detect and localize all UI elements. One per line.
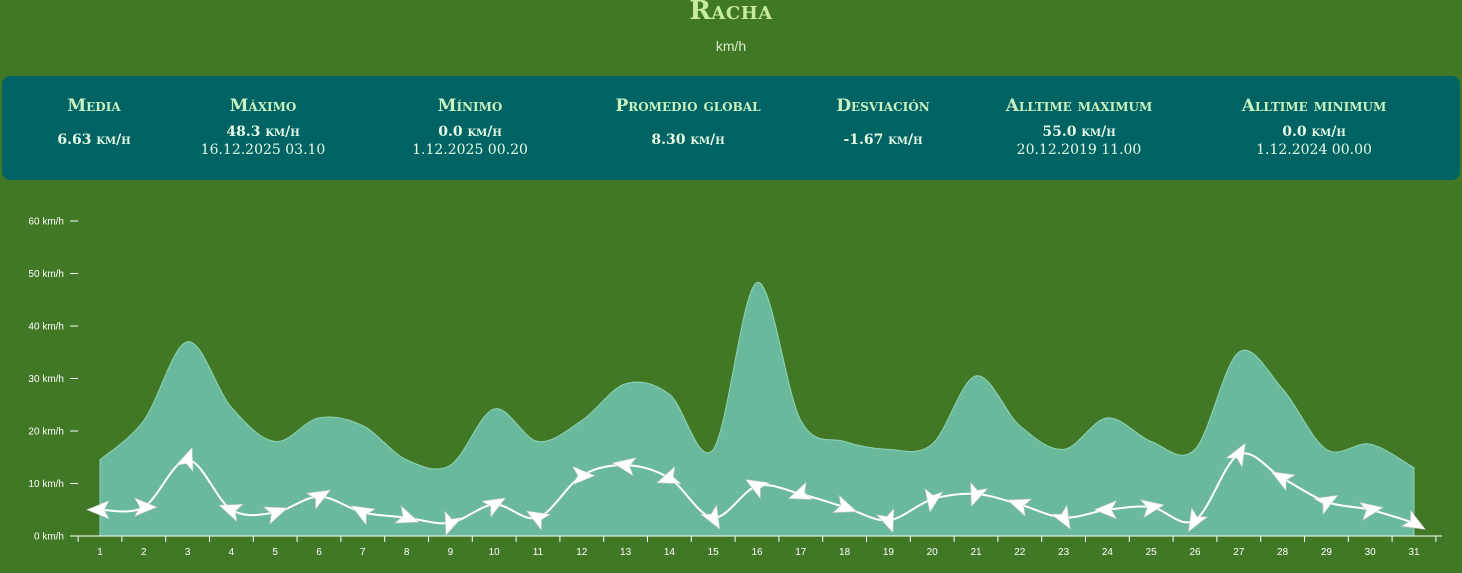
y-tick-label: 50 km/h <box>28 269 64 280</box>
stat-date: 1.12.2024 00.00 <box>1256 142 1372 158</box>
wind-arrow-marker <box>526 510 552 531</box>
x-tick-label: 11 <box>533 547 544 558</box>
x-tick-label: 22 <box>1014 547 1026 558</box>
x-tick-label: 6 <box>316 547 322 558</box>
x-tick-label: 3 <box>185 547 191 558</box>
wind-arrow-marker <box>832 494 858 513</box>
x-tick-label: 16 <box>751 547 763 558</box>
stat-date: 20.12.2019 11.00 <box>1016 142 1142 158</box>
x-tick-label: 25 <box>1146 547 1158 558</box>
stat-media: Media 6.63 km/h <box>0 96 204 148</box>
y-tick-label: 20 km/h <box>28 427 64 438</box>
wind-arrow-marker <box>1225 442 1246 468</box>
wind-arrow-marker <box>1050 504 1071 530</box>
stat-value: 48.3 km/h <box>226 124 300 140</box>
wind-arrow-marker <box>1400 509 1426 530</box>
x-tick-label: 26 <box>1189 547 1201 558</box>
wind-arrow-marker <box>924 488 944 513</box>
y-tick-label: 10 km/h <box>28 479 64 490</box>
wind-arrow-marker <box>305 489 331 510</box>
x-tick-label: 5 <box>272 547 278 558</box>
stat-date: 16.12.2025 03.10 <box>200 142 326 158</box>
stat-value: -1.67 km/h <box>843 132 923 148</box>
stat-value: 8.30 km/h <box>651 132 725 148</box>
x-tick-label: 30 <box>1365 547 1377 558</box>
y-tick-label: 0 km/h <box>34 532 64 543</box>
wind-arrow-marker <box>394 505 420 524</box>
wind-arrow-marker <box>134 497 158 517</box>
x-tick-label: 17 <box>795 547 807 558</box>
x-tick-label: 12 <box>576 547 588 558</box>
x-tick-label: 20 <box>927 547 939 558</box>
x-tick-label: 7 <box>360 547 366 558</box>
chart-title: Racha <box>689 0 773 26</box>
wind-arrow-marker <box>745 479 771 500</box>
x-tick-label: 29 <box>1321 547 1333 558</box>
wind-arrow-marker <box>1313 494 1339 516</box>
stat-label: Alltime maximum <box>1005 96 1153 116</box>
wind-arrow-marker <box>444 510 463 536</box>
stat-value: 6.63 km/h <box>57 132 131 148</box>
wind-arrow-marker <box>572 466 596 486</box>
wind-arrow-marker <box>1140 499 1165 519</box>
stat-label: Promedio global <box>615 96 761 116</box>
stat-label: Media <box>67 96 121 116</box>
stat-minimo: Mínimo 0.0 km/h 1.12.2025 00.20 <box>360 96 580 158</box>
x-tick-label: 1 <box>97 547 103 558</box>
x-tick-label: 10 <box>489 547 501 558</box>
stat-maximo: Máximo 48.3 km/h 16.12.2025 03.10 <box>153 96 373 158</box>
stat-value: 0.0 km/h <box>438 124 502 140</box>
stats-panel: Media 6.63 km/h Máximo 48.3 km/h 16.12.2… <box>2 76 1460 180</box>
wind-arrow-marker <box>612 457 637 477</box>
stat-alltime-maximum: Alltime maximum 55.0 km/h 20.12.2019 11.… <box>969 96 1189 158</box>
stat-label: Máximo <box>229 96 297 116</box>
area-series <box>99 281 1415 537</box>
x-tick-label: 27 <box>1233 547 1245 558</box>
x-tick-label: 21 <box>970 547 982 558</box>
wind-arrow-marker <box>1006 498 1033 517</box>
wind-arrow-marker <box>1188 507 1209 533</box>
x-tick-label: 2 <box>141 547 147 558</box>
wind-arrow-marker <box>175 446 194 473</box>
x-tick-label: 28 <box>1277 547 1289 558</box>
x-tick-label: 31 <box>1408 547 1420 558</box>
x-tick-label: 19 <box>883 547 895 558</box>
wind-arrow-marker <box>1359 501 1384 521</box>
x-tick-label: 18 <box>839 547 851 558</box>
y-tick-label: 60 km/h <box>28 217 64 228</box>
stat-value: 55.0 km/h <box>1042 124 1116 140</box>
stat-date: 1.12.2025 00.20 <box>412 142 528 158</box>
stat-value: 0.0 km/h <box>1282 124 1346 140</box>
wind-arrow-marker <box>876 507 895 534</box>
chart-subtitle: km/h <box>715 38 747 54</box>
x-tick-label: 24 <box>1102 547 1114 558</box>
stat-alltime-minimum: Alltime minimum 0.0 km/h 1.12.2024 00.00 <box>1204 96 1424 158</box>
y-tick-label: 40 km/h <box>28 322 64 333</box>
stat-label: Alltime minimum <box>1241 96 1387 116</box>
wind-arrow-marker <box>481 497 507 518</box>
stat-desviacion: Desviación -1.67 km/h <box>773 96 993 148</box>
x-tick-label: 9 <box>448 547 454 558</box>
wind-arrow-marker <box>700 504 721 530</box>
stat-label: Mínimo <box>437 96 503 116</box>
wind-arrow-marker <box>1270 471 1296 492</box>
stat-promedio-global: Promedio global 8.30 km/h <box>578 96 798 148</box>
x-tick-label: 13 <box>620 547 632 558</box>
wind-arrow-marker <box>787 481 814 500</box>
wind-arrow-marker <box>86 500 110 520</box>
stat-label: Desviación <box>836 96 930 116</box>
y-tick-label: 30 km/h <box>28 374 64 385</box>
x-tick-label: 14 <box>664 547 676 558</box>
x-tick-label: 15 <box>708 547 720 558</box>
wind-arrow-marker <box>350 505 376 526</box>
x-tick-label: 8 <box>404 547 410 558</box>
wind-arrow-marker <box>218 504 244 523</box>
wind-arrow-marker <box>1093 500 1118 520</box>
wind-arrow-marker <box>970 481 989 507</box>
wind-arrow-marker <box>262 506 289 525</box>
x-tick-label: 23 <box>1058 547 1070 558</box>
wind-arrow-marker <box>656 465 682 484</box>
x-tick-label: 4 <box>229 547 235 558</box>
